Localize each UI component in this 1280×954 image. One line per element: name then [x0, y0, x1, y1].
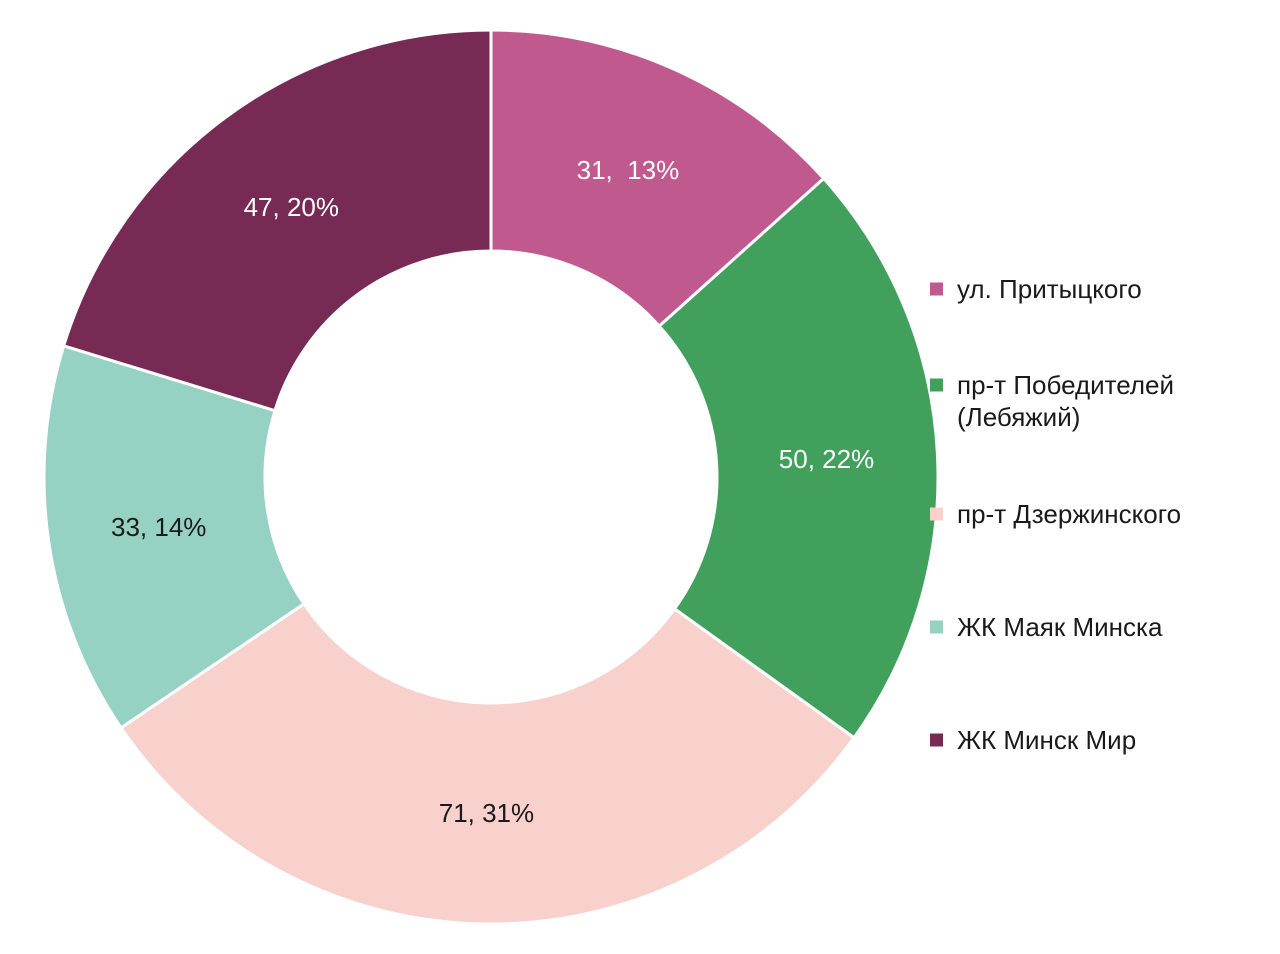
data-label-пр-т-победителей-лебяжий: 50, 22% [779, 444, 874, 474]
legend-label: (Лебяжий) [957, 402, 1080, 432]
legend-swatch [930, 507, 943, 521]
slice-пр-т-победителей-лебяжий [657, 176, 940, 740]
legend-label: ЖК Маяк Минска [957, 612, 1163, 642]
legend-label: ЖК Минск Мир [957, 725, 1136, 755]
slice-жк-маяк-минска [42, 343, 307, 730]
legend-swatch [930, 378, 943, 392]
data-label-пр-т-дзержинского: 71, 31% [439, 798, 534, 828]
data-label-жк-маяк-минска: 33, 14% [111, 512, 206, 542]
data-labels: 31, 13% 50, 22% 71, 31% 33, 14% 47, 20% [111, 155, 874, 828]
data-label-ул-притыцкого: 31, 13% [577, 155, 680, 185]
legend-swatch [930, 620, 943, 634]
donut-slices [42, 28, 940, 926]
legend-item-ул-притыцкого: ул. Притыцкого [930, 274, 1142, 304]
legend-label: пр-т Дзержинского [957, 499, 1181, 529]
slice-жк-минск-мир [61, 28, 493, 413]
legend-label: пр-т Победителей [957, 370, 1174, 400]
legend-label: ул. Притыцкого [957, 274, 1142, 304]
legend-item-жк-минск-мир: ЖК Минск Мир [930, 725, 1136, 755]
slice-пр-т-дзержинского [118, 601, 857, 926]
legend-item-жк-маяк-минска: ЖК Маяк Минска [930, 612, 1163, 642]
legend-swatch [930, 733, 943, 747]
legend-item-пр-т-дзержинского: пр-т Дзержинского [930, 499, 1181, 529]
legend-swatch [930, 282, 943, 296]
legend-item-пр-т-победителей-лебяжий: пр-т Победителей(Лебяжий) [930, 370, 1174, 432]
data-label-жк-минск-мир: 47, 20% [244, 192, 339, 222]
